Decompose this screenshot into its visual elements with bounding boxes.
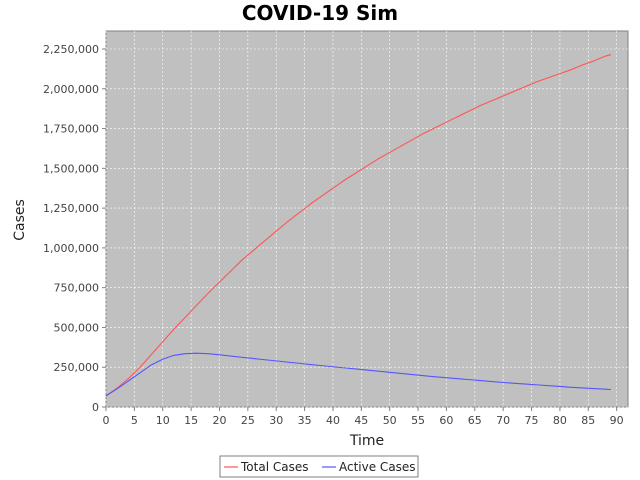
y-tick-label: 2,000,000	[43, 83, 99, 96]
x-tick-label: 20	[212, 414, 226, 427]
plot-area	[105, 30, 629, 408]
grid-lines	[105, 31, 628, 408]
y-tick-label: 1,250,000	[43, 202, 99, 215]
x-tick-label: 35	[298, 414, 312, 427]
axes: 0 5 10 15 20 25 30 35 40 45 50 55 60 65 70 75 80 85 90 0 250…	[43, 43, 624, 427]
series-line-total-cases	[105, 54, 612, 397]
legend-label-total-cases: Total Cases	[240, 460, 308, 474]
series-line-active-cases	[105, 352, 612, 397]
y-tick-label: 1,500,000	[43, 162, 99, 175]
y-tick-label: 0	[92, 401, 99, 414]
series-layer	[105, 54, 612, 397]
legend-label-active-cases: Active Cases	[339, 460, 416, 474]
x-tick-label: 60	[439, 414, 453, 427]
x-tick-label: 75	[525, 414, 539, 427]
x-tick-label: 45	[354, 414, 368, 427]
x-tick-label: 15	[184, 414, 198, 427]
x-tick-label: 40	[326, 414, 340, 427]
x-tick-label: 30	[269, 414, 283, 427]
y-axis-label: Cases	[12, 199, 28, 241]
x-tick-label: 80	[553, 414, 567, 427]
x-tick-label: 70	[496, 414, 510, 427]
x-tick-label: 55	[411, 414, 425, 427]
x-tick-label: 90	[610, 414, 624, 427]
chart-title: COVID-19 Sim	[242, 1, 398, 25]
y-tick-label: 2,250,000	[43, 43, 99, 56]
legend: Total Cases Active Cases	[219, 455, 419, 478]
x-tick-label: 5	[131, 414, 138, 427]
x-tick-label: 10	[156, 414, 170, 427]
y-tick-label: 250,000	[54, 361, 100, 374]
y-tick-label: 1,750,000	[43, 123, 99, 136]
y-tick-label: 500,000	[54, 321, 100, 334]
legend-box	[219, 455, 419, 478]
x-tick-label: 50	[383, 414, 397, 427]
y-tick-label: 750,000	[54, 282, 100, 295]
x-tick-label: 25	[241, 414, 255, 427]
y-tick-label: 1,000,000	[43, 242, 99, 255]
x-axis-label: Time	[349, 433, 384, 449]
x-tick-label: 0	[103, 414, 110, 427]
x-tick-label: 65	[468, 414, 482, 427]
x-tick-label: 85	[581, 414, 595, 427]
